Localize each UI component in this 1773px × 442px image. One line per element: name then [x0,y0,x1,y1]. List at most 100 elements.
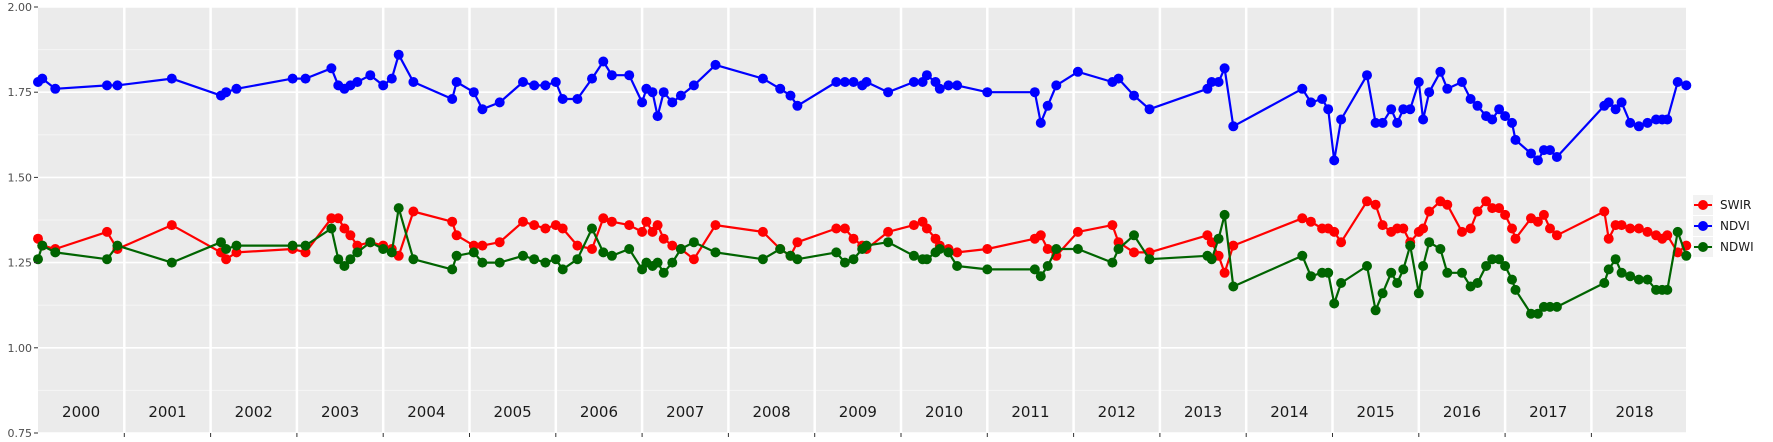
data-point-swir [1551,230,1562,241]
data-point-ndwi [624,244,635,254]
data-point-swir [658,233,669,244]
year-label: 2016 [1443,403,1481,421]
year-label: 2004 [407,403,445,421]
data-point-swir [652,220,663,231]
data-point-ndwi [287,240,298,251]
data-point-swir [1487,203,1498,214]
year-label: 2015 [1357,403,1395,421]
data-point-swir [1538,209,1549,220]
data-point-ndvi [1494,104,1505,115]
data-point-ndvi [1370,117,1381,128]
data-point-swir [333,213,344,224]
data-point-ndvi [1042,100,1053,111]
data-point-ndwi [667,257,678,268]
data-point-ndwi [166,257,177,268]
data-point-ndwi [33,254,43,265]
data-point-ndwi [1398,264,1409,275]
data-point-ndwi [326,223,337,234]
data-point-ndvi [982,87,993,98]
data-point-ndvi [1413,77,1424,87]
y-tick-label: 0.75 [8,427,33,440]
data-point-ndwi [1370,305,1381,316]
data-point-ndwi [943,247,954,258]
data-point-ndwi [540,257,551,268]
data-point-swir [1042,244,1053,254]
data-point-ndwi [1029,264,1040,275]
data-point-ndwi [1297,250,1308,261]
year-label: 2013 [1184,403,1222,421]
data-point-ndwi [102,254,112,265]
data-point-ndvi [1297,83,1308,94]
year-separators [123,7,1593,433]
year-label: 2002 [235,403,273,421]
year-label: 2011 [1011,403,1049,421]
data-point-ndwi [221,244,232,254]
data-point-ndvi [1472,100,1483,111]
data-point-swir [1370,199,1381,210]
data-point-swir [688,254,699,265]
y-tick-label: 1.25 [8,257,33,270]
data-point-swir [1616,220,1627,231]
y-tick-label: 1.00 [8,342,33,355]
grid-lines [38,6,1686,434]
data-point-swir [408,206,419,217]
year-label: 2003 [321,403,359,421]
data-point-swir [518,216,528,227]
data-point-ndwi [848,254,859,265]
data-point-swir [221,254,232,265]
data-point-ndvi [934,83,945,94]
data-point-ndwi [1599,278,1610,288]
data-point-ndvi [1362,70,1372,81]
data-point-ndvi [1672,77,1683,87]
data-point-ndwi [839,257,850,268]
data-point-ndwi [333,254,344,265]
data-point-ndvi [1500,111,1511,122]
data-point-ndwi [1424,237,1435,248]
data-point-ndwi [1392,278,1403,288]
data-point-ndvi [1386,104,1397,115]
data-point-ndvi [1442,83,1453,94]
data-point-swir [647,226,658,237]
data-point-swir [1297,213,1308,224]
data-point-ndvi [1323,104,1334,115]
data-point-ndvi [365,70,376,81]
data-point-ndwi [112,240,123,251]
data-point-ndvi [102,80,112,91]
data-point-ndwi [710,247,721,258]
data-point-swir [1129,247,1139,258]
data-point-swir [1398,223,1409,234]
data-point-ndvi [572,94,583,104]
data-point-ndwi [675,244,686,254]
data-point-swir [1507,223,1517,234]
year-label: 2006 [580,403,618,421]
data-point-swir [641,216,652,227]
year-label: 2014 [1270,403,1308,421]
legend: SWIR NDVI NDWI [1693,195,1754,257]
data-point-ndwi [1072,244,1083,254]
data-point-swir [921,223,932,234]
year-label: 2018 [1615,403,1653,421]
data-point-ndvi [848,77,859,87]
data-point-swir [1642,226,1653,237]
data-point-ndvi [287,73,298,84]
data-point-swir [757,226,768,237]
data-point-ndwi [587,223,597,234]
data-point-ndvi [647,87,658,98]
data-point-ndvi [408,77,419,87]
data-point-ndwi [1487,254,1498,265]
data-point-ndvi [494,97,505,108]
data-point-swir [598,213,609,224]
data-point-ndwi [658,267,669,278]
data-point-swir [606,216,617,227]
data-point-ndwi [1435,244,1446,254]
data-point-ndvi [1435,66,1446,77]
data-point-swir [587,244,597,254]
data-point-ndvi [166,73,177,84]
data-point-ndvi [393,49,404,60]
data-point-ndwi [1418,261,1429,271]
data-point-ndvi [1526,148,1536,159]
data-point-ndvi [1377,117,1388,128]
data-point-ndvi [688,80,699,91]
data-point-ndwi [1457,267,1467,278]
data-point-swir [1107,220,1118,231]
